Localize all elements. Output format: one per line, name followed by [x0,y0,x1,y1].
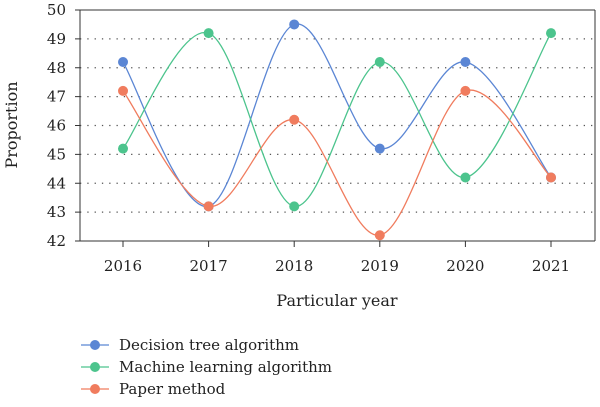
x-tick-label: 2021 [532,257,570,275]
series-decision-tree-algorithm [118,19,556,212]
data-point [289,201,300,212]
y-tick-label: 45 [47,145,66,163]
y-tick-label: 43 [47,203,66,221]
data-point [460,56,471,67]
y-tick-label: 50 [47,1,66,19]
data-point [118,56,128,67]
y-tick-label: 44 [47,174,66,192]
data-point [546,28,556,39]
x-ticks: 2016 2017 2018 2019 2020 2021 [104,241,570,275]
data-point [289,114,300,125]
data-point [460,85,471,96]
grid [80,38,595,213]
y-axis-title: Proportion [2,81,21,168]
y-tick-label: 49 [47,30,66,48]
y-tick-label: 42 [47,232,66,250]
y-tick-label: 46 [47,117,66,135]
legend-label: Decision tree algorithm [119,336,299,354]
x-axis-title: Particular year [276,291,397,310]
legend-marker [90,384,100,394]
data-point [546,172,556,183]
axes [79,9,596,242]
series-line [122,23,552,208]
data-point [289,19,300,30]
legend-marker [90,340,100,350]
data-point [374,230,385,241]
data-point [203,28,214,39]
data-point [374,56,385,67]
legend-item: Paper method [81,380,226,398]
legend-item: Machine learning algorithm [81,358,332,376]
data-point [118,85,128,96]
x-tick-label: 2020 [446,257,484,275]
data-point [374,143,385,154]
legend-marker [90,362,100,372]
y-tick-label: 48 [47,59,66,77]
legend-item: Decision tree algorithm [81,336,299,354]
legend-label: Paper method [119,380,226,398]
data-point [203,201,214,212]
x-tick-label: 2018 [275,257,313,275]
series [118,19,556,241]
series-paper-method [118,85,556,241]
series-line [122,89,552,236]
x-tick-label: 2017 [190,257,228,275]
series-machine-learning-algorithm [118,28,556,212]
legend-label: Machine learning algorithm [119,358,332,376]
x-tick-label: 2019 [361,257,399,275]
y-ticks: 42 43 44 45 46 47 48 49 50 [47,1,80,250]
x-tick-label: 2016 [104,257,142,275]
legend: Decision tree algorithm Machine learning … [81,336,332,398]
data-point [118,143,128,154]
data-point [460,172,471,183]
y-tick-label: 47 [47,88,66,106]
